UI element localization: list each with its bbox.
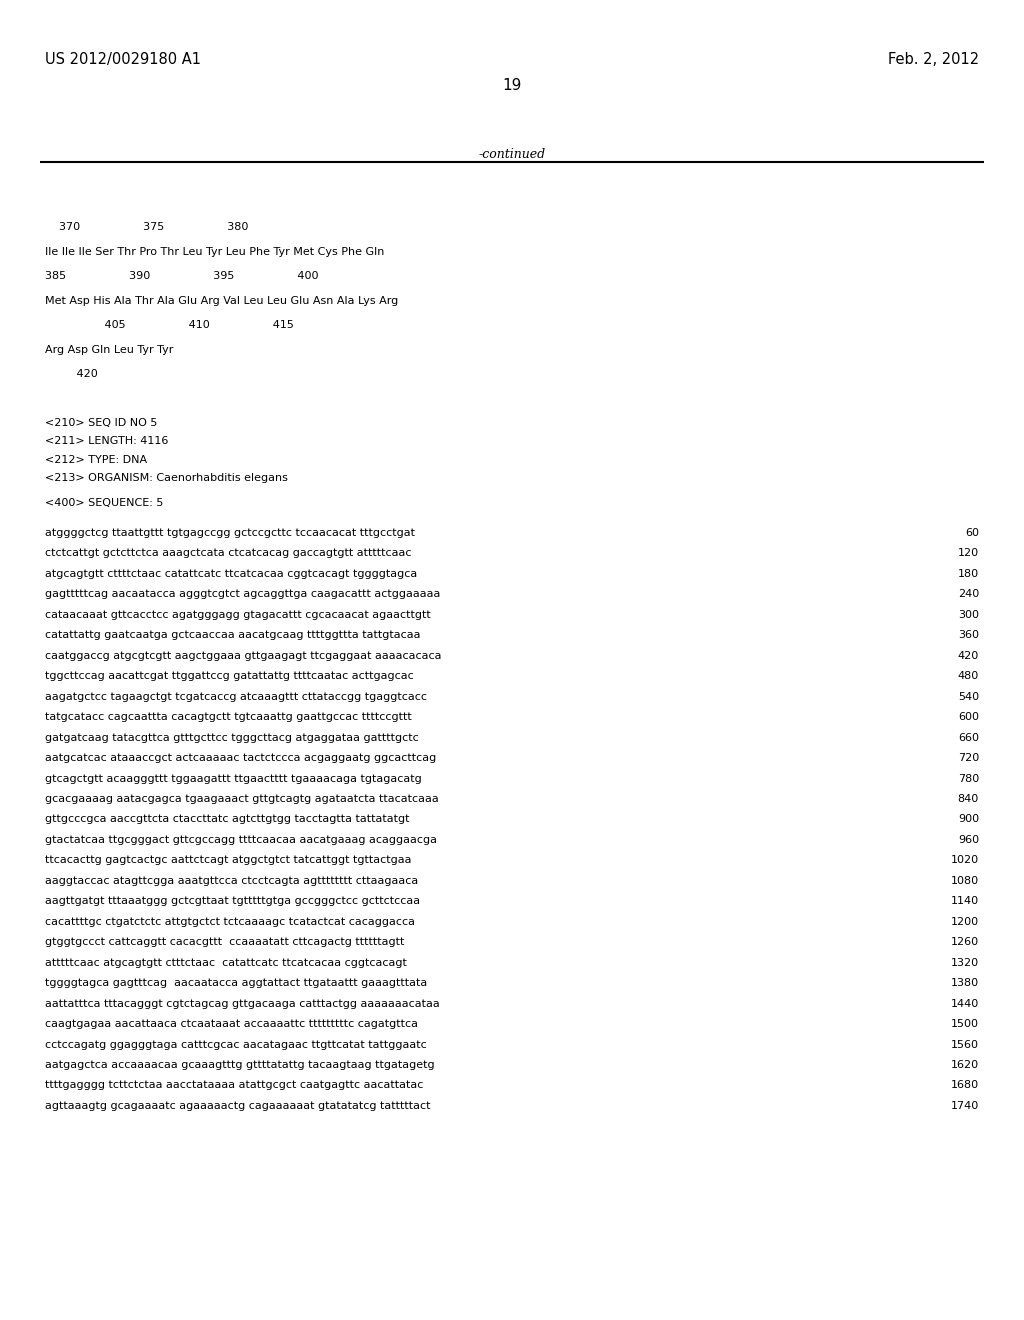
Text: 180: 180 <box>957 569 979 579</box>
Text: aatgcatcac ataaaccgct actcaaaaac tactctccca acgaggaatg ggcacttcag: aatgcatcac ataaaccgct actcaaaaac tactctc… <box>45 752 436 763</box>
Text: atgcagtgtt cttttctaac catattcatc ttcatcacaa cggtcacagt tggggtagca: atgcagtgtt cttttctaac catattcatc ttcatca… <box>45 569 417 579</box>
Text: tggggtagca gagtttcag  aacaatacca aggtattact ttgataattt gaaagtttata: tggggtagca gagtttcag aacaatacca aggtatta… <box>45 978 427 989</box>
Text: caagtgagaa aacattaaca ctcaataaat accaaaattc tttttttttc cagatgttca: caagtgagaa aacattaaca ctcaataaat accaaaa… <box>45 1019 418 1030</box>
Text: 385                  390                  395                  400: 385 390 395 400 <box>45 272 318 281</box>
Text: 720: 720 <box>957 752 979 763</box>
Text: gttgcccgca aaccgttcta ctaccttatc agtcttgtgg tacctagtta tattatatgt: gttgcccgca aaccgttcta ctaccttatc agtcttg… <box>45 814 410 825</box>
Text: agttaaagtg gcagaaaatc agaaaaactg cagaaaaaat gtatatatcg tatttttact: agttaaagtg gcagaaaatc agaaaaactg cagaaaa… <box>45 1101 430 1111</box>
Text: aattatttca tttacagggt cgtctagcag gttgacaaga catttactgg aaaaaaacataa: aattatttca tttacagggt cgtctagcag gttgaca… <box>45 998 439 1008</box>
Text: 540: 540 <box>957 692 979 702</box>
Text: atggggctcg ttaattgttt tgtgagccgg gctccgcttc tccaacacat tttgcctgat: atggggctcg ttaattgttt tgtgagccgg gctccgc… <box>45 528 415 539</box>
Text: 480: 480 <box>957 671 979 681</box>
Text: 60: 60 <box>965 528 979 539</box>
Text: 600: 600 <box>958 713 979 722</box>
Text: catattattg gaatcaatga gctcaaccaa aacatgcaag ttttggttta tattgtacaa: catattattg gaatcaatga gctcaaccaa aacatgc… <box>45 630 421 640</box>
Text: 420: 420 <box>45 370 97 379</box>
Text: 1020: 1020 <box>951 855 979 866</box>
Text: 300: 300 <box>958 610 979 620</box>
Text: 840: 840 <box>957 795 979 804</box>
Text: 1140: 1140 <box>951 896 979 907</box>
Text: 1560: 1560 <box>951 1040 979 1049</box>
Text: 1740: 1740 <box>950 1101 979 1111</box>
Text: caatggaccg atgcgtcgtt aagctggaaa gttgaagagt ttcgaggaat aaaacacacа: caatggaccg atgcgtcgtt aagctggaaa gttgaag… <box>45 651 441 661</box>
Text: Arg Asp Gln Leu Tyr Tyr: Arg Asp Gln Leu Tyr Tyr <box>45 345 173 355</box>
Text: gtcagctgtt acaagggttt tggaagattt ttgaactttt tgaaaacaga tgtagacatg: gtcagctgtt acaagggttt tggaagattt ttgaact… <box>45 774 422 784</box>
Text: 1680: 1680 <box>951 1080 979 1090</box>
Text: <210> SEQ ID NO 5: <210> SEQ ID NO 5 <box>45 417 158 428</box>
Text: 1380: 1380 <box>951 978 979 989</box>
Text: <211> LENGTH: 4116: <211> LENGTH: 4116 <box>45 436 168 446</box>
Text: 240: 240 <box>957 589 979 599</box>
Text: tggcttccag aacattcgat ttggattccg gatattattg ttttcaatac acttgagcac: tggcttccag aacattcgat ttggattccg gatatta… <box>45 671 414 681</box>
Text: gtactatcaa ttgcgggact gttcgccagg ttttcaacaa aacatgaaag acaggaacga: gtactatcaa ttgcgggact gttcgccagg ttttcaa… <box>45 836 437 845</box>
Text: Met Asp His Ala Thr Ala Glu Arg Val Leu Leu Glu Asn Ala Lys Arg: Met Asp His Ala Thr Ala Glu Arg Val Leu … <box>45 296 398 306</box>
Text: 1620: 1620 <box>951 1060 979 1071</box>
Text: 370                  375                  380: 370 375 380 <box>45 223 249 232</box>
Text: ttcacacttg gagtcactgc aattctcagt atggctgtct tatcattggt tgttactgaa: ttcacacttg gagtcactgc aattctcagt atggctg… <box>45 855 412 866</box>
Text: gtggtgccct cattcaggtt cacacgttt  ccaaaatatt cttcagactg ttttttagtt: gtggtgccct cattcaggtt cacacgttt ccaaaata… <box>45 937 404 948</box>
Text: US 2012/0029180 A1: US 2012/0029180 A1 <box>45 51 201 67</box>
Text: 1080: 1080 <box>951 876 979 886</box>
Text: 405                  410                  415: 405 410 415 <box>45 319 294 330</box>
Text: aaggtaccac atagttcgga aaatgttcca ctcctcagta agtttttttt cttaagaaca: aaggtaccac atagttcgga aaatgttcca ctcctca… <box>45 876 418 886</box>
Text: 900: 900 <box>957 814 979 825</box>
Text: aatgagctca accaaaacaa gcaaagtttg gttttatattg tacaagtaag ttgatagetg: aatgagctca accaaaacaa gcaaagtttg gttttat… <box>45 1060 434 1071</box>
Text: <212> TYPE: DNA: <212> TYPE: DNA <box>45 454 147 465</box>
Text: cctccagatg ggagggtaga catttcgcac aacatagaac ttgttcatat tattggaatc: cctccagatg ggagggtaga catttcgcac aacatag… <box>45 1040 427 1049</box>
Text: Feb. 2, 2012: Feb. 2, 2012 <box>888 51 979 67</box>
Text: cataacaaat gttcacctcc agatgggagg gtagacattt cgcacaacat agaacttgtt: cataacaaat gttcacctcc agatgggagg gtagaca… <box>45 610 431 620</box>
Text: 1320: 1320 <box>951 958 979 968</box>
Text: 1440: 1440 <box>950 998 979 1008</box>
Text: Ile Ile Ile Ser Thr Pro Thr Leu Tyr Leu Phe Tyr Met Cys Phe Gln: Ile Ile Ile Ser Thr Pro Thr Leu Tyr Leu … <box>45 247 384 257</box>
Text: aagttgatgt tttaaatggg gctcgttaat tgtttttgtga gccgggctcc gcttctccaa: aagttgatgt tttaaatggg gctcgttaat tgttttt… <box>45 896 420 907</box>
Text: 780: 780 <box>957 774 979 784</box>
Text: 960: 960 <box>957 836 979 845</box>
Text: aagatgctcc tagaagctgt tcgatcaccg atcaaagttt cttataccgg tgaggtcacc: aagatgctcc tagaagctgt tcgatcaccg atcaaag… <box>45 692 427 702</box>
Text: ctctcattgt gctcttctca aaagctcata ctcatcacag gaccagtgtt atttttcaac: ctctcattgt gctcttctca aaagctcata ctcatca… <box>45 549 412 558</box>
Text: 360: 360 <box>958 630 979 640</box>
Text: atttttcaac atgcagtgtt ctttctaac  catattcatc ttcatcacaa cggtcacagt: atttttcaac atgcagtgtt ctttctaac catattca… <box>45 958 407 968</box>
Text: 1200: 1200 <box>951 916 979 927</box>
Text: ttttgagggg tcttctctaa aacctataaaa atattgcgct caatgagttc aacattatac: ttttgagggg tcttctctaa aacctataaaa atattg… <box>45 1080 423 1090</box>
Text: gcacgaaaag aatacgagca tgaagaaact gttgtcagtg agataatcta ttacatcaaa: gcacgaaaag aatacgagca tgaagaaact gttgtca… <box>45 795 438 804</box>
Text: <213> ORGANISM: Caenorhabditis elegans: <213> ORGANISM: Caenorhabditis elegans <box>45 474 288 483</box>
Text: 120: 120 <box>957 549 979 558</box>
Text: 1500: 1500 <box>951 1019 979 1030</box>
Text: gatgatcaag tatacgttca gtttgcttcc tgggcttacg atgaggataa gattttgctc: gatgatcaag tatacgttca gtttgcttcc tgggctt… <box>45 733 419 743</box>
Text: tatgcatacc cagcaattta cacagtgctt tgtcaaattg gaattgccac ttttccgttt: tatgcatacc cagcaattta cacagtgctt tgtcaaa… <box>45 713 412 722</box>
Text: -continued: -continued <box>478 148 546 161</box>
Text: <400> SEQUENCE: 5: <400> SEQUENCE: 5 <box>45 498 164 508</box>
Text: 19: 19 <box>503 78 521 92</box>
Text: gagtttttcag aacaatacca agggtcgtct agcaggttga caagacattt actggaaaaa: gagtttttcag aacaatacca agggtcgtct agcagg… <box>45 589 440 599</box>
Text: 660: 660 <box>958 733 979 743</box>
Text: cacattttgc ctgatctctc attgtgctct tctcaaaagc tcatactcat cacaggacca: cacattttgc ctgatctctc attgtgctct tctcaaa… <box>45 916 415 927</box>
Text: 1260: 1260 <box>951 937 979 948</box>
Text: 420: 420 <box>957 651 979 661</box>
